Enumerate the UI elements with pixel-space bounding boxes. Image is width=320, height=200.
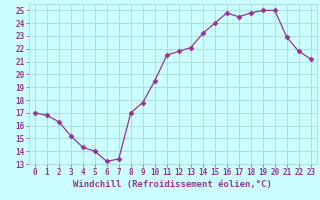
X-axis label: Windchill (Refroidissement éolien,°C): Windchill (Refroidissement éolien,°C) [73, 180, 272, 189]
